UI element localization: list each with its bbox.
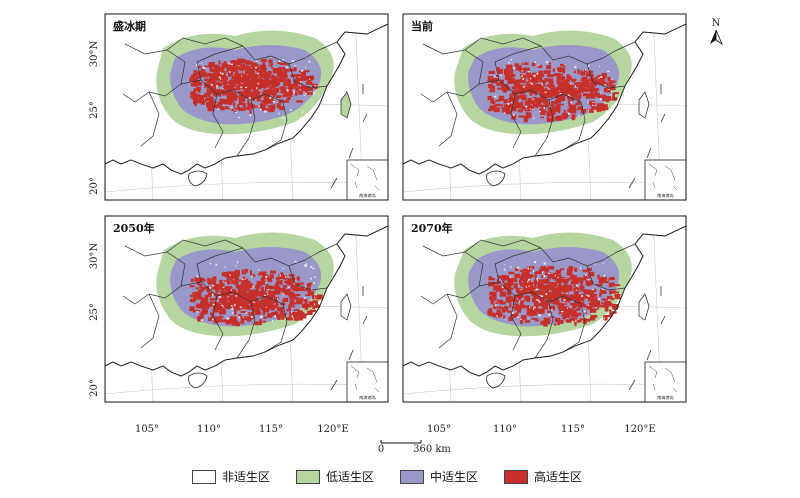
lon-label: 120°E <box>317 424 348 435</box>
lat-label: 30°N <box>89 41 100 68</box>
inset-label: 南海诸岛 <box>657 192 674 199</box>
province-boundaries <box>420 37 636 157</box>
taiwan-island <box>638 91 650 119</box>
north-arrow: N <box>710 18 723 46</box>
province-boundaries <box>122 239 338 359</box>
lat-label: 25° <box>89 101 100 119</box>
inset-label: 南海诸岛 <box>359 394 376 401</box>
suitability-zones <box>156 30 334 135</box>
taiwan-island <box>340 91 352 119</box>
lat-label: 30°N <box>89 243 100 270</box>
legend-label: 中适生区 <box>430 470 479 484</box>
legend-swatch <box>296 469 321 484</box>
south-china-sea-inset: 南海诸岛 <box>644 159 686 200</box>
lon-label: 120°E <box>624 424 655 435</box>
legend-item: 低适生区 <box>296 468 374 485</box>
legend-label: 非适生区 <box>222 470 271 484</box>
lat-label: 20° <box>89 379 100 397</box>
hainan-island <box>188 372 208 389</box>
taiwan-island <box>638 293 650 321</box>
lon-label: 110° <box>197 424 221 435</box>
panel-frame <box>402 13 687 201</box>
legend: 非适生区 低适生区 中适生区 高适生区 <box>192 468 582 485</box>
lon-label: 115° <box>259 424 283 435</box>
panel-title: 2070年 <box>411 221 453 235</box>
map-panel-3: 南海诸岛 2050年 <box>104 215 389 403</box>
sea-boundary-lines <box>628 286 666 391</box>
hainan-island <box>188 170 208 187</box>
south-china-sea-inset: 南海诸岛 <box>346 361 388 402</box>
suitability-zones <box>156 232 334 337</box>
north-arrow-left <box>710 30 716 44</box>
map-panel-4: 南海诸岛 2070年 <box>402 215 687 403</box>
south-china-sea-inset: 南海诸岛 <box>346 159 388 200</box>
scale-end: 360 km <box>413 444 451 455</box>
hainan-island <box>486 372 506 389</box>
legend-item: 中适生区 <box>400 468 478 485</box>
north-label: N <box>712 18 721 29</box>
legend-label: 低适生区 <box>326 470 375 484</box>
taiwan-island <box>340 293 352 321</box>
map-panel-1: 南海诸岛 盛冰期 <box>104 13 389 201</box>
province-boundaries <box>122 37 338 157</box>
lat-label: 25° <box>89 303 100 321</box>
lon-label: 110° <box>493 424 517 435</box>
panel-frame <box>402 215 687 403</box>
legend-item: 高适生区 <box>504 468 582 485</box>
legend-label: 高适生区 <box>534 470 583 484</box>
axis-labels: 30°N 25° 20° 30°N 25° 20° 105° 110° 115° 120°E 105… <box>89 41 656 435</box>
sea-boundary-lines <box>628 84 666 189</box>
north-arrow-right <box>715 29 723 46</box>
lon-label: 105° <box>135 424 159 435</box>
panel-title: 2050年 <box>113 221 155 235</box>
high-suitability-area <box>487 265 621 327</box>
sea-boundary-lines <box>330 84 368 189</box>
map-panel-2: 南海诸岛 当前 <box>402 13 687 201</box>
panel-frame <box>104 13 389 201</box>
sea-boundary-lines <box>330 286 368 391</box>
legend-item: 非适生区 <box>192 468 270 485</box>
south-china-sea-inset: 南海诸岛 <box>644 361 686 402</box>
lat-label: 20° <box>89 177 100 195</box>
legend-swatch <box>504 469 529 484</box>
hainan-island <box>486 170 506 187</box>
scale-bar: 0 360 km <box>378 440 451 455</box>
province-boundaries <box>420 239 636 359</box>
panel-title: 当前 <box>411 19 433 33</box>
legend-swatch <box>192 469 216 484</box>
inset-label: 南海诸岛 <box>359 192 376 199</box>
scale-start: 0 <box>378 444 384 455</box>
lon-label: 105° <box>427 424 451 435</box>
inset-label: 南海诸岛 <box>657 394 674 401</box>
panel-frame <box>104 215 389 403</box>
panel-title: 盛冰期 <box>113 19 146 33</box>
lon-label: 115° <box>561 424 585 435</box>
legend-swatch <box>400 469 425 484</box>
